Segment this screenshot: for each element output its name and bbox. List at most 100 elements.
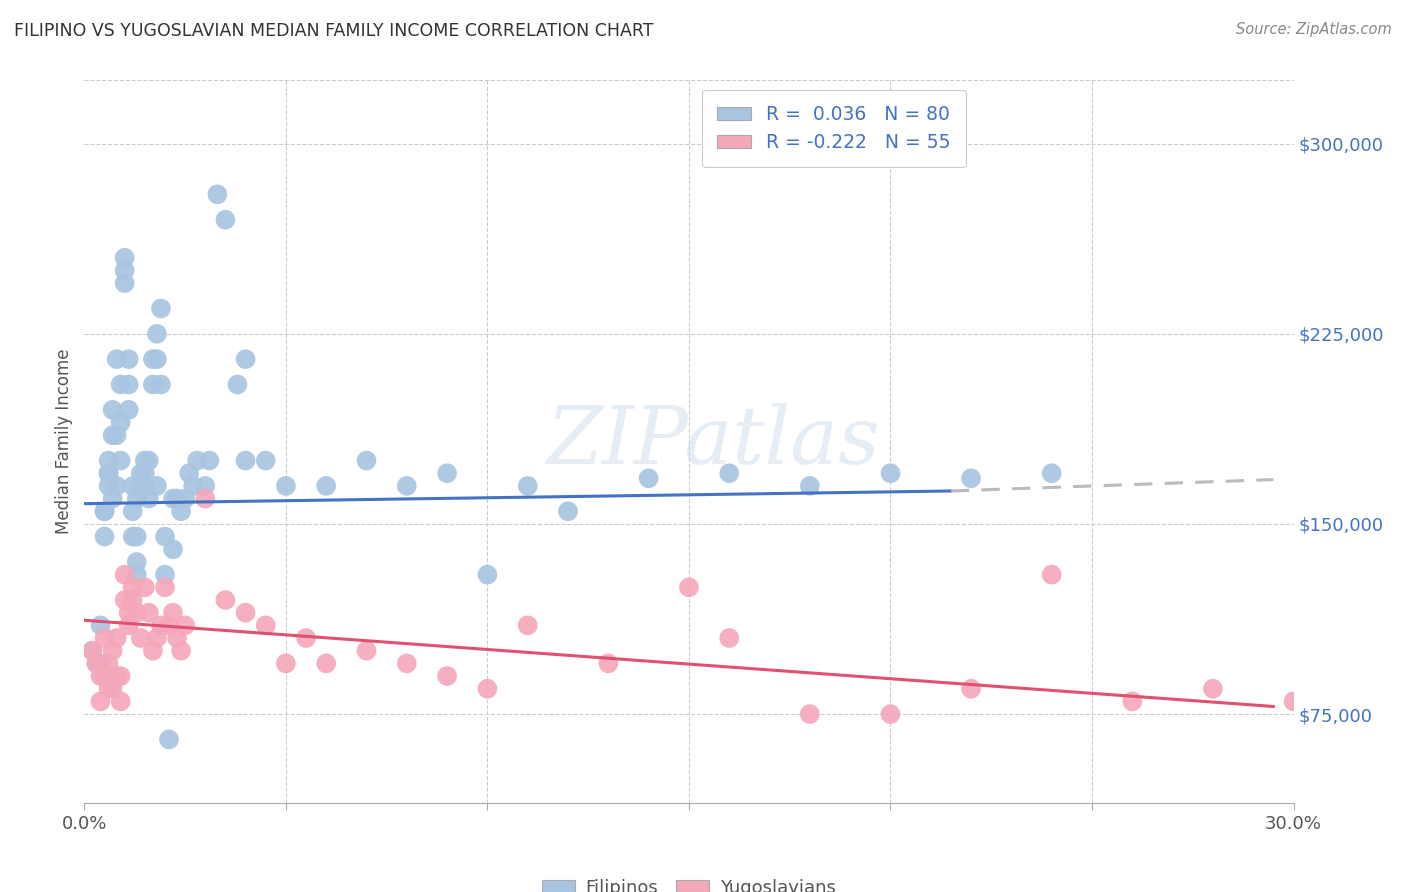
Y-axis label: Median Family Income: Median Family Income <box>55 349 73 534</box>
Point <box>235 352 257 367</box>
Point <box>799 707 821 722</box>
Point <box>214 212 236 227</box>
Point <box>110 694 132 708</box>
Point <box>134 580 156 594</box>
Point <box>134 479 156 493</box>
Point <box>89 669 111 683</box>
Point <box>157 732 180 747</box>
Point <box>82 643 104 657</box>
Legend: Filipinos, Yugoslavians: Filipinos, Yugoslavians <box>533 870 845 892</box>
Point <box>194 479 217 493</box>
Point <box>89 694 111 708</box>
Point <box>93 504 115 518</box>
Point <box>226 377 249 392</box>
Point <box>718 467 741 481</box>
Point <box>436 467 458 481</box>
Text: Source: ZipAtlas.com: Source: ZipAtlas.com <box>1236 22 1392 37</box>
Point <box>235 606 257 620</box>
Point <box>89 657 111 671</box>
Point <box>356 643 378 657</box>
Point <box>114 593 136 607</box>
Point <box>97 467 120 481</box>
Point <box>174 618 197 632</box>
Point <box>1282 694 1305 708</box>
Point <box>101 428 124 442</box>
Point <box>879 467 901 481</box>
Point <box>142 352 165 367</box>
Point <box>598 657 620 671</box>
Point <box>121 593 143 607</box>
Point <box>118 377 141 392</box>
Point <box>138 453 160 467</box>
Point <box>118 606 141 620</box>
Point <box>138 491 160 506</box>
Point <box>93 631 115 645</box>
Point <box>235 453 257 467</box>
Point <box>170 643 193 657</box>
Point <box>315 479 337 493</box>
Point <box>82 643 104 657</box>
Point <box>134 453 156 467</box>
Point <box>93 669 115 683</box>
Point <box>121 479 143 493</box>
Point <box>105 669 128 683</box>
Point <box>162 606 184 620</box>
Point <box>395 657 418 671</box>
Point <box>153 580 176 594</box>
Point <box>186 453 208 467</box>
Point <box>114 263 136 277</box>
Point <box>101 402 124 417</box>
Point <box>254 618 277 632</box>
Point <box>125 491 148 506</box>
Point <box>214 593 236 607</box>
Point <box>110 669 132 683</box>
Point <box>97 479 120 493</box>
Point <box>157 618 180 632</box>
Text: FILIPINO VS YUGOSLAVIAN MEDIAN FAMILY INCOME CORRELATION CHART: FILIPINO VS YUGOSLAVIAN MEDIAN FAMILY IN… <box>14 22 654 40</box>
Point <box>516 618 538 632</box>
Point <box>170 504 193 518</box>
Point <box>121 580 143 594</box>
Point <box>146 326 169 341</box>
Point <box>125 555 148 569</box>
Point <box>110 416 132 430</box>
Point <box>146 352 169 367</box>
Point <box>637 471 659 485</box>
Point <box>125 530 148 544</box>
Point <box>356 453 378 467</box>
Point <box>174 491 197 506</box>
Point <box>179 467 201 481</box>
Point <box>97 657 120 671</box>
Point <box>477 567 499 582</box>
Point <box>93 504 115 518</box>
Point <box>101 681 124 696</box>
Point <box>557 504 579 518</box>
Point <box>114 567 136 582</box>
Point <box>118 402 141 417</box>
Point <box>97 453 120 467</box>
Point <box>142 643 165 657</box>
Point <box>114 251 136 265</box>
Point <box>395 479 418 493</box>
Point <box>129 479 152 493</box>
Point <box>121 530 143 544</box>
Point <box>114 276 136 290</box>
Point <box>138 606 160 620</box>
Point <box>162 542 184 557</box>
Point <box>315 657 337 671</box>
Point <box>1121 694 1143 708</box>
Point <box>118 618 141 632</box>
Point <box>879 707 901 722</box>
Point <box>166 631 188 645</box>
Point <box>125 606 148 620</box>
Point <box>181 479 204 493</box>
Point <box>105 631 128 645</box>
Point <box>1040 567 1063 582</box>
Point <box>86 657 108 671</box>
Point <box>1040 467 1063 481</box>
Point <box>153 530 176 544</box>
Point <box>146 631 169 645</box>
Point <box>678 580 700 594</box>
Point <box>142 377 165 392</box>
Point <box>97 681 120 696</box>
